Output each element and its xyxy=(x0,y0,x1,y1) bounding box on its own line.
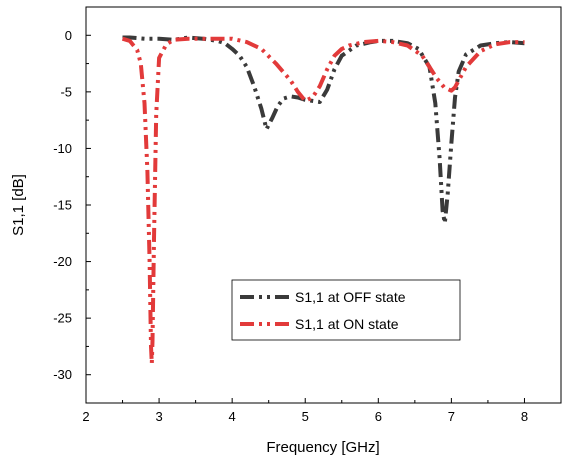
series-line-on-state xyxy=(121,36,525,366)
y-tick-label: -5 xyxy=(60,84,72,99)
x-tick-labels: 2 3 4 5 6 7 8 xyxy=(82,409,528,424)
axis-ticks xyxy=(85,6,525,403)
x-tick-label: 5 xyxy=(302,409,309,424)
legend-label-on-state: S1,1 at ON state xyxy=(295,316,399,332)
x-tick-label: 2 xyxy=(82,409,89,424)
x-tick-label: 3 xyxy=(155,409,162,424)
x-tick-label: 4 xyxy=(229,409,236,424)
x-axis-title: Frequency [GHz] xyxy=(266,439,379,456)
y-axis-title: S1,1 [dB] xyxy=(10,174,27,236)
legend-label-off-state: S1,1 at OFF state xyxy=(295,289,406,305)
y-tick-label: -15 xyxy=(53,198,72,213)
y-tick-label: 0 xyxy=(65,28,72,43)
x-tick-label: 7 xyxy=(448,409,455,424)
series-layer xyxy=(121,35,525,366)
y-tick-label: -10 xyxy=(53,141,72,156)
y-tick-label: -20 xyxy=(53,254,72,269)
series-line-off-state xyxy=(122,35,525,226)
y-tick-labels: 0 -5 -10 -15 -20 -25 -30 xyxy=(53,28,72,382)
x-tick-label: 8 xyxy=(521,409,528,424)
y-tick-label: -30 xyxy=(53,367,72,382)
legend: S1,1 at OFF state S1,1 at ON state xyxy=(231,279,461,341)
legend-box xyxy=(231,279,461,341)
y-tick-label: -25 xyxy=(53,311,72,326)
x-tick-label: 6 xyxy=(375,409,382,424)
